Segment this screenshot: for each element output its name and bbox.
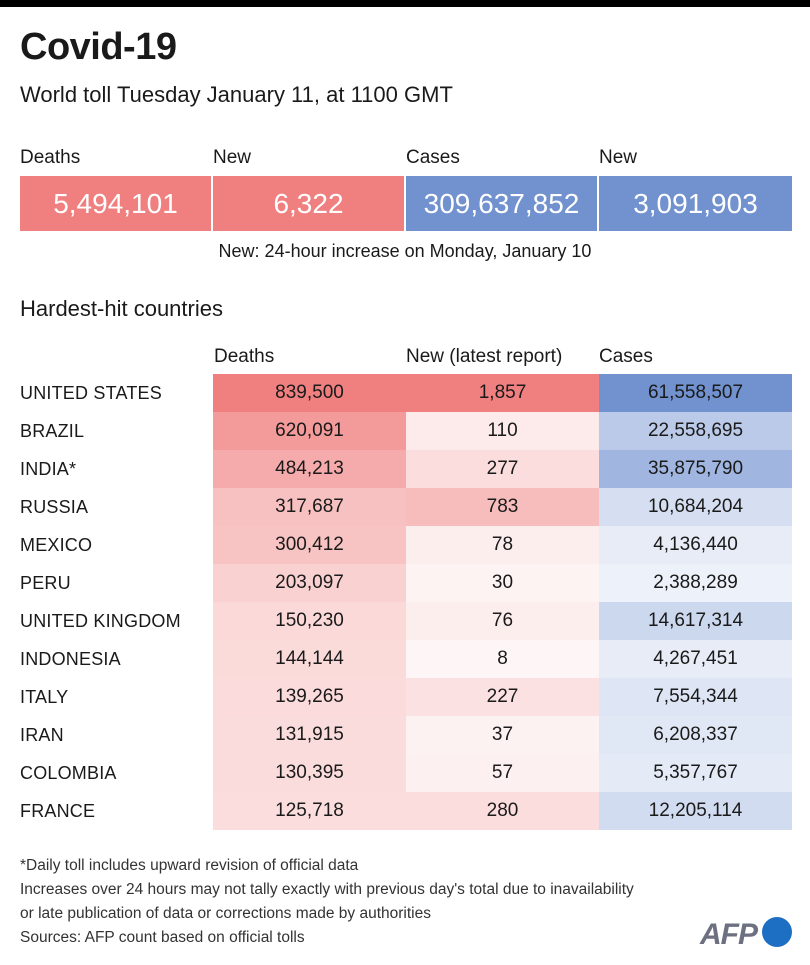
cell-new: 78	[406, 526, 599, 564]
cell-new: 57	[406, 754, 599, 792]
cell-new: 227	[406, 678, 599, 716]
country-name: ITALY	[20, 687, 69, 707]
column-header-deaths: Deaths	[214, 346, 275, 367]
afp-logo-dot	[762, 917, 792, 947]
cell-new: 1,857	[406, 374, 599, 412]
cell-cases: 22,558,695	[599, 412, 792, 450]
cell-deaths: 150,230	[213, 602, 406, 640]
summary-value-deaths: 5,494,101	[20, 176, 211, 231]
cell-new: 277	[406, 450, 599, 488]
table-row: COLOMBIA 130,395 57 5,357,767	[0, 754, 810, 792]
cell-deaths: 484,213	[213, 450, 406, 488]
cell-cases: 4,136,440	[599, 526, 792, 564]
cell-new: 30	[406, 564, 599, 602]
country-name: PERU	[20, 573, 71, 593]
table-row: MEXICO 300,412 78 4,136,440	[0, 526, 810, 564]
footnote-tally: Increases over 24 hours may not tally ex…	[20, 881, 634, 898]
table-row: PERU 203,097 30 2,388,289	[0, 564, 810, 602]
cell-deaths: 130,395	[213, 754, 406, 792]
table-row: BRAZIL 620,091 110 22,558,695	[0, 412, 810, 450]
table-row: ITALY 139,265 227 7,554,344	[0, 678, 810, 716]
section-title: Hardest-hit countries	[20, 296, 223, 321]
country-name: RUSSIA	[20, 497, 89, 517]
cell-deaths: 317,687	[213, 488, 406, 526]
cell-deaths: 131,915	[213, 716, 406, 754]
country-name: FRANCE	[20, 801, 96, 821]
table-row: RUSSIA 317,687 783 10,684,204	[0, 488, 810, 526]
cell-deaths: 300,412	[213, 526, 406, 564]
cell-cases: 7,554,344	[599, 678, 792, 716]
summary-labels: Deaths New Cases New	[20, 147, 792, 171]
footnote-revision: *Daily toll includes upward revision of …	[20, 857, 359, 874]
table-row: INDONESIA 144,144 8 4,267,451	[0, 640, 810, 678]
cell-deaths: 203,097	[213, 564, 406, 602]
afp-logo-text: AFP	[700, 918, 758, 951]
table-row: UNITED KINGDOM 150,230 76 14,617,314	[0, 602, 810, 640]
page-subtitle: World toll Tuesday January 11, at 1100 G…	[20, 82, 453, 107]
cell-new: 37	[406, 716, 599, 754]
cell-deaths: 144,144	[213, 640, 406, 678]
summary-label-deaths: Deaths	[20, 147, 81, 168]
summary-value-new-deaths: 6,322	[213, 176, 404, 231]
top-bar	[0, 0, 810, 7]
country-name: COLOMBIA	[20, 763, 117, 783]
cell-cases: 5,357,767	[599, 754, 792, 792]
footnote-tally-cont: or late publication of data or correctio…	[20, 905, 431, 922]
country-name: INDIA*	[20, 459, 77, 479]
footnote-sources: Sources: AFP count based on official tol…	[20, 929, 305, 946]
cell-cases: 10,684,204	[599, 488, 792, 526]
cell-cases: 2,388,289	[599, 564, 792, 602]
country-name: BRAZIL	[20, 421, 85, 441]
cell-deaths: 139,265	[213, 678, 406, 716]
cell-cases: 12,205,114	[599, 792, 792, 830]
country-name: IRAN	[20, 725, 64, 745]
column-header-new: New (latest report)	[406, 346, 563, 367]
cell-cases: 6,208,337	[599, 716, 792, 754]
summary-value-new-cases: 3,091,903	[599, 176, 792, 231]
country-name: INDONESIA	[20, 649, 121, 669]
cell-deaths: 620,091	[213, 412, 406, 450]
table-row: UNITED STATES 839,500 1,857 61,558,507	[0, 374, 810, 412]
page-title: Covid-19	[20, 26, 177, 68]
footnotes: *Daily toll includes upward revision of …	[20, 854, 634, 950]
cell-cases: 4,267,451	[599, 640, 792, 678]
table-row: FRANCE 125,718 280 12,205,114	[0, 792, 810, 830]
table-row: IRAN 131,915 37 6,208,337	[0, 716, 810, 754]
cell-new: 280	[406, 792, 599, 830]
cell-cases: 61,558,507	[599, 374, 792, 412]
country-name: UNITED KINGDOM	[20, 611, 181, 631]
summary-note: New: 24-hour increase on Monday, January…	[218, 241, 592, 261]
country-name: MEXICO	[20, 535, 93, 555]
cell-new: 110	[406, 412, 599, 450]
cell-cases: 35,875,790	[599, 450, 792, 488]
cell-new: 783	[406, 488, 599, 526]
summary-label-cases: Cases	[406, 147, 460, 168]
cell-new: 76	[406, 602, 599, 640]
column-header-cases: Cases	[599, 346, 653, 367]
cell-cases: 14,617,314	[599, 602, 792, 640]
cell-deaths: 125,718	[213, 792, 406, 830]
column-headers: Deaths New (latest report) Cases	[0, 346, 810, 370]
cell-deaths: 839,500	[213, 374, 406, 412]
cell-new: 8	[406, 640, 599, 678]
table-row: INDIA* 484,213 277 35,875,790	[0, 450, 810, 488]
country-name: UNITED STATES	[20, 383, 162, 403]
summary-value-cases: 309,637,852	[406, 176, 597, 231]
summary-boxes: 5,494,101 6,322 309,637,852 3,091,903	[20, 176, 792, 231]
summary-label-new-deaths: New	[213, 147, 252, 168]
summary-label-new-cases: New	[599, 147, 638, 168]
